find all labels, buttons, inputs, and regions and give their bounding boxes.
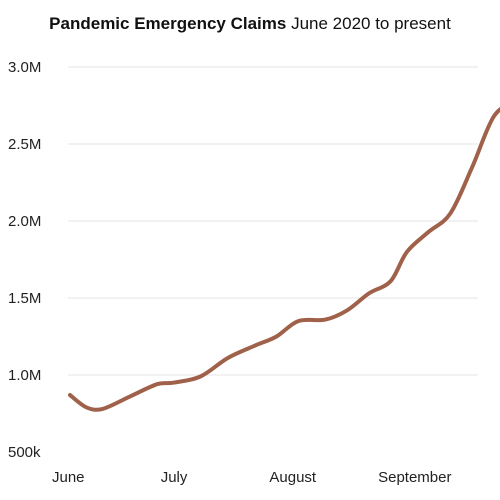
y-tick-label: 1.5M bbox=[8, 290, 41, 307]
y-axis-ticks: 500k 1.0M 1.5M 2.0M 2.5M 3.0M bbox=[8, 59, 41, 461]
chart-title-block: Pandemic Emergency Claims June 2020 to p… bbox=[0, 14, 500, 34]
chart-subtitle: June 2020 to present bbox=[291, 14, 451, 33]
series-line bbox=[68, 106, 500, 412]
series-layer bbox=[68, 106, 500, 412]
y-tick-label: 2.5M bbox=[8, 136, 41, 153]
gridlines bbox=[68, 66, 478, 376]
x-tick-label: June bbox=[52, 469, 85, 486]
x-axis-ticks: June July August September bbox=[52, 469, 451, 486]
y-tick-label: 3.0M bbox=[8, 59, 41, 76]
x-tick-label: September bbox=[378, 469, 451, 486]
y-tick-label: 2.0M bbox=[8, 213, 41, 230]
x-tick-label: August bbox=[269, 469, 317, 486]
x-tick-label: July bbox=[161, 469, 188, 486]
y-tick-label: 1.0M bbox=[8, 367, 41, 384]
y-tick-label: 500k bbox=[8, 444, 41, 461]
chart-title: Pandemic Emergency Claims bbox=[49, 14, 287, 33]
